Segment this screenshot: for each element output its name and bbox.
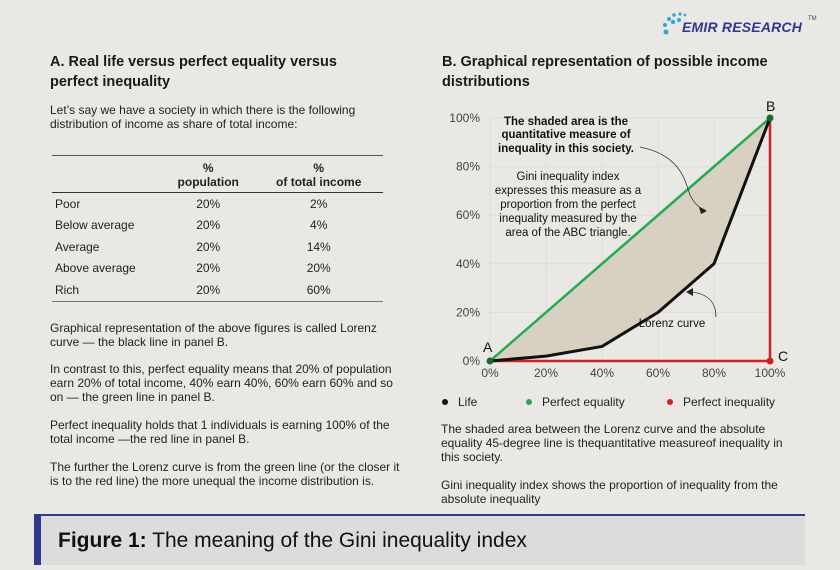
- annotation-gini-3: proportion from the perfect: [500, 199, 636, 211]
- annotation-shaded-3: inequality in this society.: [498, 143, 634, 155]
- paragraph-equality: In contrast to this, perfect equality me…: [50, 362, 393, 404]
- lorenz-arrowhead-icon: [686, 288, 693, 296]
- legend-item-equality: Perfect equality: [526, 395, 667, 409]
- logo-tm: TM: [808, 16, 817, 22]
- figure-caption: Figure 1: The meaning of the Gini inequa…: [34, 514, 805, 565]
- panel-a-intro: Let’s say we have a society in which the…: [50, 103, 356, 131]
- emir-research-logo: EMIR RESEARCH TM: [660, 10, 820, 40]
- series-line-life: [489, 117, 772, 363]
- income-table: % population % of total income Poor 20% 2% B…: [52, 155, 383, 302]
- x-tick-label: 20%: [534, 366, 558, 380]
- logo-text: EMIR RESEARCH: [682, 19, 803, 35]
- y-tick-label: 0%: [463, 354, 481, 368]
- x-tick-label: 60%: [646, 366, 670, 380]
- annotation-shaded-2: quantitative measure of: [501, 129, 630, 141]
- shaded-arrow: [639, 146, 706, 211]
- series-line-perfect-equality: [489, 117, 771, 362]
- table-header-income: % of total income: [254, 155, 383, 193]
- caption-text: Figure 1: The meaning of the Gini inequa…: [58, 529, 527, 552]
- table-header-row: % population % of total income: [52, 155, 383, 193]
- point-b-marker: [766, 114, 774, 122]
- x-tick-label: 100%: [755, 366, 786, 380]
- table-row: Poor 20% 2%: [55, 196, 328, 211]
- x-tick-label: 0%: [481, 366, 499, 380]
- paragraph-further: The further the Lorenz curve is from the…: [50, 460, 400, 488]
- logo-dots-icon: [663, 12, 687, 35]
- point-label-a: A: [483, 339, 493, 355]
- y-tick-label: 40%: [456, 257, 480, 271]
- panel-b-heading: B. Graphical representation of possible …: [442, 54, 768, 90]
- shaded-arrowhead-icon: [699, 207, 707, 214]
- lorenz-chart: 0%0% 20% 20% 40% 40% 60% 60% 80% 80% 100% 100% The…: [449, 98, 788, 380]
- lorenz-arrow: [689, 291, 717, 318]
- annotation-gini-2: expresses this measure as a: [495, 185, 642, 197]
- table-row: Rich 20% 60%: [52, 279, 383, 302]
- panel-b-paragraph-shaded: The shaded area between the Lorenz curve…: [441, 422, 783, 464]
- table-row: Average 20% 14%: [55, 239, 331, 254]
- y-tick-label: 80%: [456, 160, 480, 174]
- annotation-lorenz: Lorenz curve: [639, 318, 705, 330]
- table-header-empty: [52, 155, 162, 193]
- legend-item-inequality: Perfect inequality: [667, 395, 775, 409]
- legend-dot-icon: [526, 399, 532, 405]
- legend-dot-icon: [442, 399, 448, 405]
- x-tick-label: 40%: [590, 366, 614, 380]
- annotation-gini-5: area of the ABC triangle.: [505, 227, 630, 239]
- table-header-population: % population: [162, 155, 255, 193]
- chart-legend: Life Perfect equality Perfect inequality: [442, 395, 775, 409]
- paragraph-inequality: Perfect inequality holds that 1 individu…: [50, 418, 390, 446]
- annotation-gini-4: inequality measured by the: [499, 213, 636, 225]
- caption-accent-bar: [34, 514, 41, 565]
- y-tick-label: 20%: [456, 305, 480, 319]
- y-tick-label: 100%: [449, 111, 480, 125]
- panel-a-heading: A. Real life versus perfect equality ver…: [50, 54, 337, 90]
- annotation-gini-1: Gini inequality index: [517, 171, 620, 183]
- annotation-shaded-1: The shaded area is the: [504, 116, 628, 128]
- point-label-b: B: [766, 98, 775, 114]
- point-label-c: C: [778, 348, 788, 364]
- point-c-marker: [766, 357, 774, 365]
- x-tick-label: 80%: [702, 366, 726, 380]
- table-row: Below average 20% 4%: [55, 218, 328, 233]
- legend-item-life: Life: [442, 395, 526, 409]
- legend-dot-icon: [667, 399, 673, 405]
- point-a-marker: [486, 357, 494, 365]
- y-tick-label: 60%: [456, 208, 480, 222]
- panel-b-paragraph-gini: Gini inequality index shows the proporti…: [441, 478, 778, 506]
- table-row: Above average 20% 20%: [55, 261, 331, 276]
- paragraph-lorenz: Graphical representation of the above fi…: [50, 321, 377, 349]
